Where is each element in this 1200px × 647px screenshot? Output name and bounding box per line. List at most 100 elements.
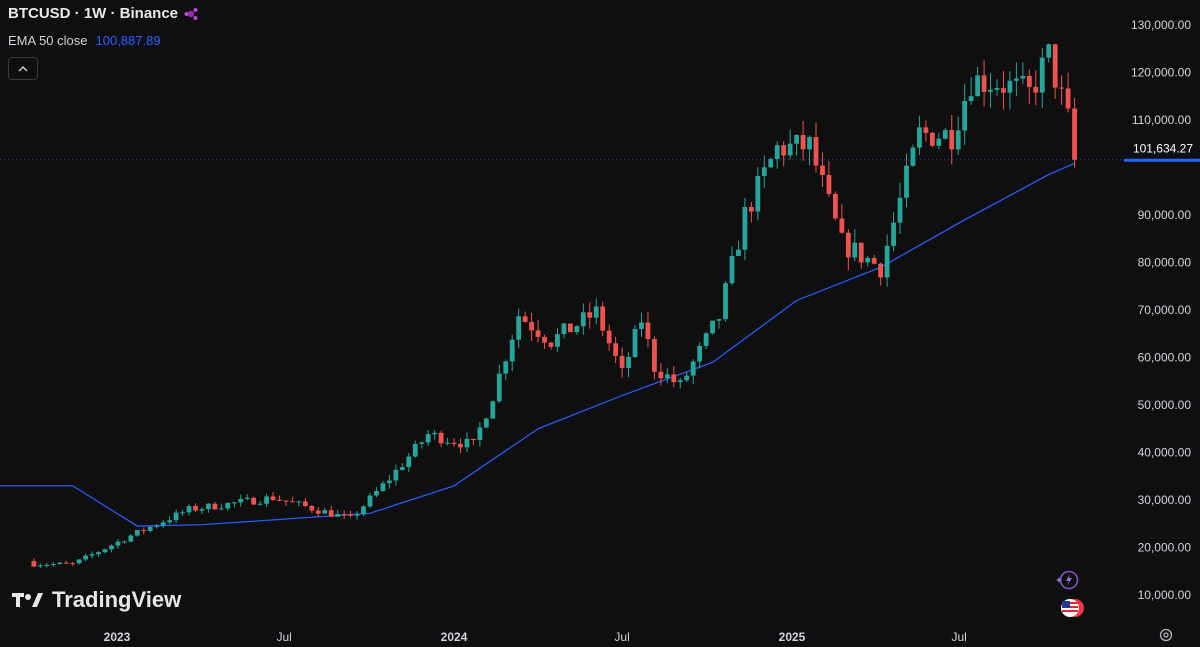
indicator-legend[interactable]: EMA 50 close 100,887.89 [8,33,161,48]
candle-body [561,323,567,335]
price-tick-label: 120,000.00 [1131,66,1191,80]
candle [193,503,198,513]
candle-body [981,75,987,92]
candle-body [942,129,948,139]
candle-body [703,333,709,346]
candle-body [761,167,767,177]
candle-body [277,499,282,501]
candle-body [968,96,974,102]
candle-body [387,480,392,484]
price-tick-label: 10,000.00 [1138,588,1192,602]
candle-body [128,535,134,542]
candle-body [1033,86,1039,93]
candle [729,246,735,286]
candle [936,132,942,150]
candle [761,155,767,188]
candle-body [891,222,896,246]
candle-body [173,512,179,521]
candle [141,527,147,535]
candle [1072,98,1077,168]
candle-body [1052,44,1058,88]
candle [1007,71,1013,110]
candle [419,441,425,449]
candle-body [167,520,173,523]
gear-icon[interactable] [1158,627,1174,643]
time-axis[interactable]: 2023 Jul 2024 Jul 2025 Jul [104,630,967,644]
candle [619,347,625,378]
candle [1033,70,1039,106]
candle-body [160,522,166,526]
candle [270,491,276,502]
candle-body [477,427,483,440]
candle [845,229,851,271]
candle [742,197,748,261]
candle [63,560,69,564]
candle-body [380,483,386,491]
candle-body [639,322,644,330]
candle [264,493,269,508]
candle [736,241,741,257]
candle-body [832,193,838,219]
sparkle-icon[interactable] [184,7,198,21]
candle [335,509,341,517]
candle [1059,75,1065,105]
candle-body [555,334,560,347]
candle [942,127,948,140]
candle-body [419,442,425,445]
tradingview-logo[interactable]: TradingView [12,587,181,613]
candle-body [445,442,450,444]
candle-body [270,496,276,500]
candle-body [606,330,612,344]
candle [832,191,838,221]
candle [173,509,179,523]
price-tick-label: 70,000.00 [1138,303,1192,317]
candle-body [936,138,942,146]
candle-body [748,206,754,212]
candle-body [102,549,108,553]
candle [664,367,670,384]
candle [70,561,76,566]
candle-body [180,512,185,514]
candle-body [716,319,722,321]
symbol-header[interactable]: BTCUSD · 1W · Binance [8,5,198,22]
candle-body [76,559,82,564]
candle [134,529,140,537]
candle-body [63,562,69,564]
candle [645,311,651,348]
candle-body [697,345,703,362]
candle [820,152,825,187]
candle-body [186,505,192,513]
candle [684,371,690,382]
candle [121,540,127,544]
bolt-icon[interactable] [1056,569,1080,591]
candle-body [619,355,625,368]
price-axis[interactable]: 101,634.27 10,000.00 20,000.00 30,000.00 40,… [0,18,1200,602]
candle [529,312,535,341]
candle-body [302,501,308,506]
candle-body [626,356,631,368]
candle-body [464,438,470,448]
candle [677,377,683,389]
candle-body [496,373,502,402]
candle [128,533,134,543]
candle-body [1001,88,1006,93]
candle [949,114,955,165]
candle-body [858,242,864,263]
candle [464,432,470,453]
symbol-title[interactable]: BTCUSD · 1W · Binance [8,5,179,22]
candle-body [425,434,431,443]
candle [115,539,121,549]
candle [884,234,890,287]
collapse-legend-button[interactable] [8,57,38,80]
candle [483,417,489,429]
candle-body [458,443,463,448]
candle [50,562,56,567]
candle [613,336,619,364]
candle [929,131,935,148]
us-flag-icon[interactable] [1058,597,1086,619]
candle [393,464,399,486]
candle [374,487,379,498]
candle-body [471,438,476,440]
candle-body [652,338,657,372]
